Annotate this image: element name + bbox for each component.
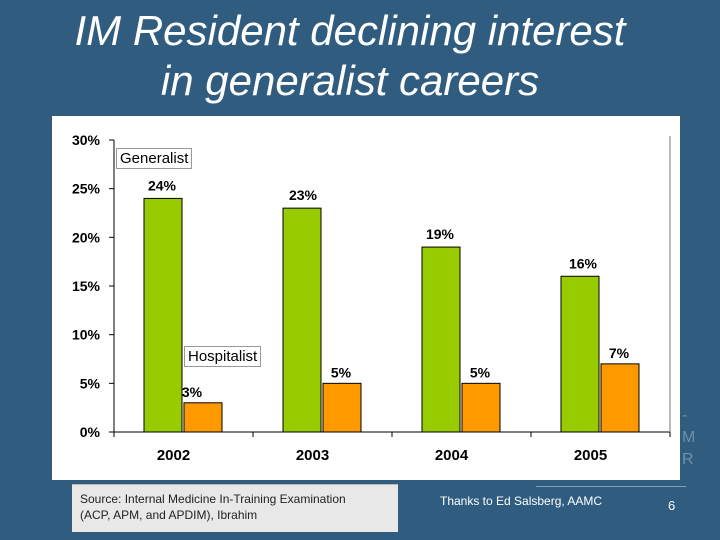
title-line-2: in generalist careers bbox=[160, 57, 540, 104]
bar-chart: 0% 5% 10% 15% 20% 25% 30% 24% 3% 2002 23% 5% 2003 19%… bbox=[72, 132, 671, 464]
x-category-label: 2004 bbox=[435, 447, 469, 464]
y-tick-label: 5% bbox=[80, 375, 101, 391]
bar-generalist-2003 bbox=[282, 207, 322, 433]
data-label-generalist-2005: 16% bbox=[569, 255, 598, 271]
y-tick-label: 0% bbox=[80, 424, 101, 440]
bar-generalist-2002 bbox=[143, 197, 183, 433]
data-label-generalist-2004: 19% bbox=[426, 226, 455, 242]
thanks-note: Thanks to Ed Salsberg, AAMC bbox=[440, 494, 603, 508]
y-tick-label: 20% bbox=[72, 229, 101, 245]
source-line-1: Source: Internal Medicine In-Training Ex… bbox=[80, 492, 346, 506]
source-line-2: (ACP, APM, and APDIM), Ibrahim bbox=[80, 508, 258, 522]
decorative-line bbox=[536, 486, 686, 487]
y-tick-label: 10% bbox=[72, 327, 101, 343]
title-line-1: IM Resident declining interest bbox=[74, 7, 626, 54]
data-label-hospitalist-2005: 7% bbox=[609, 345, 630, 361]
data-label-hospitalist-2002: 3% bbox=[182, 384, 203, 400]
x-category-label: 2002 bbox=[157, 447, 190, 464]
data-label-hospitalist-2004: 5% bbox=[470, 364, 491, 380]
data-label-generalist-2002: 24% bbox=[148, 177, 177, 193]
bar-hospitalist-2002 bbox=[183, 402, 223, 433]
chart-panel: 0% 5% 10% 15% 20% 25% 30% 24% 3% 2002 23% 5% 2003 19%… bbox=[52, 116, 680, 480]
y-tick-label: 15% bbox=[72, 278, 101, 294]
slide-title: IM Resident declining interest in genera… bbox=[0, 6, 700, 106]
bar-generalist-2005 bbox=[560, 275, 600, 433]
y-tick-label: 30% bbox=[72, 132, 101, 148]
source-note: Source: Internal Medicine In-Training Ex… bbox=[72, 484, 398, 532]
x-category-label: 2005 bbox=[574, 447, 607, 464]
bar-generalist-2004 bbox=[421, 246, 461, 433]
bar-hospitalist-2004 bbox=[461, 382, 501, 433]
data-label-generalist-2003: 23% bbox=[289, 187, 318, 203]
bar-hospitalist-2003 bbox=[322, 382, 362, 433]
y-tick-label: 25% bbox=[72, 181, 101, 197]
x-category-label: 2003 bbox=[296, 447, 329, 464]
data-label-hospitalist-2003: 5% bbox=[331, 364, 352, 380]
series-label-hospitalist: Hospitalist bbox=[184, 346, 262, 368]
slide-number: 6 bbox=[668, 498, 676, 513]
series-label-generalist: Generalist bbox=[116, 148, 193, 169]
bar-hospitalist-2005 bbox=[600, 363, 640, 433]
